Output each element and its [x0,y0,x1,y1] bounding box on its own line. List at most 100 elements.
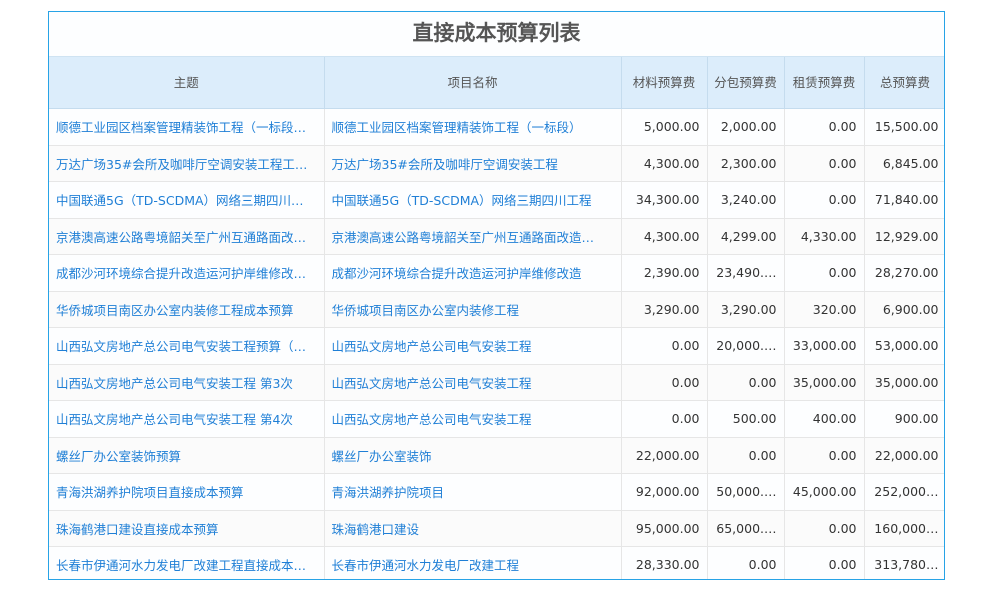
cell-total-budget: 71,840.00 [864,181,944,219]
cell-material-budget: 3,290.00 [621,291,708,328]
cell-subject[interactable]: 山西弘文房地产总公司电气安装工程 第4次 [49,400,325,438]
cell-total-budget: 252,000… [864,473,944,511]
cell-rental-budget: 0.00 [784,546,865,579]
cell-rental-budget: 0.00 [784,510,865,547]
cell-project-name[interactable]: 长春市伊通河水力发电厂改建工程 [324,546,622,579]
cell-project-name[interactable]: 山西弘文房地产总公司电气安装工程 [324,364,622,401]
cell-rental-budget: 320.00 [784,291,865,328]
cell-total-budget: 15,500.00 [864,108,944,146]
cell-subcontract-budget: 4,299.00 [707,218,785,255]
table-row[interactable]: 螺丝厂办公室装饰预算 螺丝厂办公室装饰 22,000.00 0.00 0.00 22,00… [49,437,944,474]
cell-material-budget: 0.00 [621,327,708,365]
cell-total-budget: 313,780… [864,546,944,579]
cell-material-budget: 95,000.00 [621,510,708,547]
table-row[interactable]: 山西弘文房地产总公司电气安装工程预算（… 山西弘文房地产总公司电气安装工程 0.00… [49,327,944,365]
cell-project-name[interactable]: 成都沙河环境综合提升改造运河护岸维修改造 [324,254,622,292]
cell-subcontract-budget: 23,490.… [707,254,785,292]
cell-total-budget: 28,270.00 [864,254,944,292]
cell-subcontract-budget: 20,000.… [707,327,785,365]
cell-project-name[interactable]: 青海洪湖养护院项目 [324,473,622,511]
cell-subject[interactable]: 长春市伊通河水力发电厂改建工程直接成本… [49,546,325,579]
cell-project-name[interactable]: 顺德工业园区档案管理精装饰工程（一标段） [324,108,622,146]
cell-subcontract-budget: 65,000.… [707,510,785,547]
cell-total-budget: 6,845.00 [864,145,944,182]
column-header-project-name[interactable]: 项目名称 [324,57,622,109]
cell-project-name[interactable]: 螺丝厂办公室装饰 [324,437,622,474]
cell-subject[interactable]: 山西弘文房地产总公司电气安装工程 第3次 [49,364,325,401]
budget-list-panel: 直接成本预算列表 主题 项目名称 材料预算费 分包预算费 租赁预算费 总预算费 顺德工业园… [48,11,945,580]
column-header-material-budget[interactable]: 材料预算费 [621,57,708,109]
table-row[interactable]: 成都沙河环境综合提升改造运河护岸维修改… 成都沙河环境综合提升改造运河护岸维修改造… [49,254,944,292]
cell-material-budget: 2,390.00 [621,254,708,292]
cell-subcontract-budget: 500.00 [707,400,785,438]
table-row[interactable]: 华侨城项目南区办公室内装修工程成本预算 华侨城项目南区办公室内装修工程 3,290.… [49,291,944,328]
cell-total-budget: 6,900.00 [864,291,944,328]
cell-subcontract-budget: 2,000.00 [707,108,785,146]
cell-subject[interactable]: 山西弘文房地产总公司电气安装工程预算（… [49,327,325,365]
table-header-row: 主题 项目名称 材料预算费 分包预算费 租赁预算费 总预算费 [49,57,944,109]
column-header-subcontract-budget[interactable]: 分包预算费 [707,57,785,109]
table-row[interactable]: 山西弘文房地产总公司电气安装工程 第4次 山西弘文房地产总公司电气安装工程 0.00… [49,400,944,438]
cell-subcontract-budget: 0.00 [707,546,785,579]
cell-subcontract-budget: 0.00 [707,364,785,401]
cell-subcontract-budget: 3,290.00 [707,291,785,328]
cell-project-name[interactable]: 京港澳高速公路粤境韶关至广州互通路面改造… [324,218,622,255]
cell-material-budget: 92,000.00 [621,473,708,511]
cell-rental-budget: 33,000.00 [784,327,865,365]
cell-total-budget: 900.00 [864,400,944,438]
table-row[interactable]: 山西弘文房地产总公司电气安装工程 第3次 山西弘文房地产总公司电气安装工程 0.00… [49,364,944,401]
cell-project-name[interactable]: 华侨城项目南区办公室内装修工程 [324,291,622,328]
table-row[interactable]: 长春市伊通河水力发电厂改建工程直接成本… 长春市伊通河水力发电厂改建工程 28,33… [49,546,944,579]
table-row[interactable]: 青海洪湖养护院项目直接成本预算 青海洪湖养护院项目 92,000.00 50,000.… [49,473,944,511]
cell-subject[interactable]: 珠海鹤港口建设直接成本预算 [49,510,325,547]
cell-rental-budget: 0.00 [784,254,865,292]
cell-total-budget: 22,000.00 [864,437,944,474]
cell-subject[interactable]: 万达广场35#会所及咖啡厅空调安装工程工… [49,145,325,182]
cell-rental-budget: 0.00 [784,181,865,219]
cell-subcontract-budget: 0.00 [707,437,785,474]
cell-subject[interactable]: 成都沙河环境综合提升改造运河护岸维修改… [49,254,325,292]
cell-rental-budget: 4,330.00 [784,218,865,255]
cell-material-budget: 0.00 [621,364,708,401]
cell-subcontract-budget: 3,240.00 [707,181,785,219]
cell-rental-budget: 0.00 [784,108,865,146]
budget-table: 主题 项目名称 材料预算费 分包预算费 租赁预算费 总预算费 顺德工业园区档案管理精装饰工… [49,57,944,579]
column-header-subject[interactable]: 主题 [49,57,325,109]
cell-material-budget: 4,300.00 [621,145,708,182]
cell-total-budget: 35,000.00 [864,364,944,401]
cell-material-budget: 34,300.00 [621,181,708,219]
cell-rental-budget: 0.00 [784,437,865,474]
cell-subject[interactable]: 中国联通5G（TD-SCDMA）网络三期四川… [49,181,325,219]
table-row[interactable]: 京港澳高速公路粤境韶关至广州互通路面改… 京港澳高速公路粤境韶关至广州互通路面改造… [49,218,944,255]
cell-rental-budget: 35,000.00 [784,364,865,401]
cell-rental-budget: 0.00 [784,145,865,182]
cell-subject[interactable]: 螺丝厂办公室装饰预算 [49,437,325,474]
cell-rental-budget: 400.00 [784,400,865,438]
cell-project-name[interactable]: 中国联通5G（TD-SCDMA）网络三期四川工程 [324,181,622,219]
table-row[interactable]: 顺德工业园区档案管理精装饰工程（一标段… 顺德工业园区档案管理精装饰工程（一标段）… [49,108,944,146]
cell-project-name[interactable]: 万达广场35#会所及咖啡厅空调安装工程 [324,145,622,182]
cell-subject[interactable]: 京港澳高速公路粤境韶关至广州互通路面改… [49,218,325,255]
cell-total-budget: 53,000.00 [864,327,944,365]
cell-rental-budget: 45,000.00 [784,473,865,511]
cell-subject[interactable]: 青海洪湖养护院项目直接成本预算 [49,473,325,511]
cell-material-budget: 0.00 [621,400,708,438]
table-row[interactable]: 中国联通5G（TD-SCDMA）网络三期四川… 中国联通5G（TD-SCDMA）网… [49,181,944,219]
cell-material-budget: 4,300.00 [621,218,708,255]
cell-total-budget: 12,929.00 [864,218,944,255]
cell-material-budget: 28,330.00 [621,546,708,579]
column-header-rental-budget[interactable]: 租赁预算费 [784,57,865,109]
page-title: 直接成本预算列表 [49,12,944,57]
table-row[interactable]: 珠海鹤港口建设直接成本预算 珠海鹤港口建设 95,000.00 65,000.… 0.0… [49,510,944,547]
cell-subject[interactable]: 华侨城项目南区办公室内装修工程成本预算 [49,291,325,328]
cell-subcontract-budget: 2,300.00 [707,145,785,182]
cell-total-budget: 160,000… [864,510,944,547]
cell-subject[interactable]: 顺德工业园区档案管理精装饰工程（一标段… [49,108,325,146]
column-header-total-budget[interactable]: 总预算费 [864,57,944,109]
cell-material-budget: 22,000.00 [621,437,708,474]
cell-project-name[interactable]: 山西弘文房地产总公司电气安装工程 [324,327,622,365]
cell-project-name[interactable]: 山西弘文房地产总公司电气安装工程 [324,400,622,438]
cell-project-name[interactable]: 珠海鹤港口建设 [324,510,622,547]
cell-subcontract-budget: 50,000.… [707,473,785,511]
table-row[interactable]: 万达广场35#会所及咖啡厅空调安装工程工… 万达广场35#会所及咖啡厅空调安装工程… [49,145,944,182]
